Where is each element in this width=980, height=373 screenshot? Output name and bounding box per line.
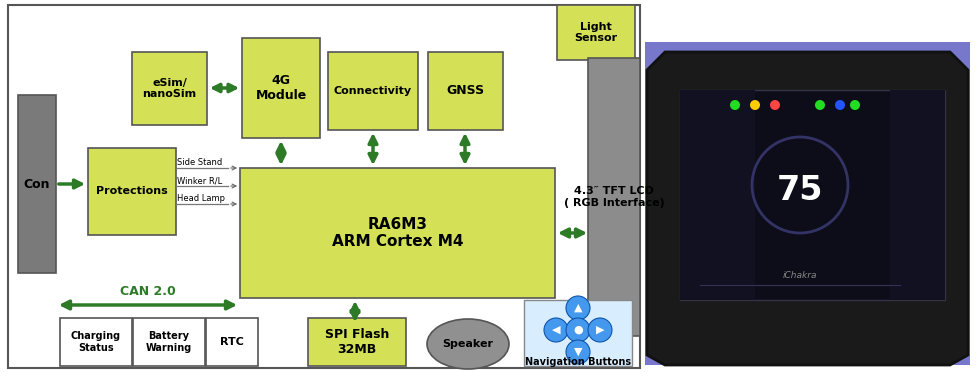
Bar <box>8 5 640 368</box>
Bar <box>428 52 503 130</box>
Bar <box>18 95 56 273</box>
Text: 75: 75 <box>777 173 823 207</box>
Circle shape <box>730 100 740 110</box>
Circle shape <box>815 100 825 110</box>
Circle shape <box>770 100 780 110</box>
Text: RA6M3
ARM Cortex M4: RA6M3 ARM Cortex M4 <box>332 217 464 249</box>
Text: ◀: ◀ <box>552 325 561 335</box>
Circle shape <box>566 318 590 342</box>
Text: ▲: ▲ <box>573 303 582 313</box>
Text: eSim/
nanoSim: eSim/ nanoSim <box>142 78 197 99</box>
Circle shape <box>750 100 760 110</box>
Text: Con: Con <box>24 178 50 191</box>
Text: Head Lamp: Head Lamp <box>177 194 225 203</box>
Bar <box>890 90 945 300</box>
Circle shape <box>850 100 860 110</box>
Circle shape <box>566 296 590 320</box>
Bar <box>132 52 207 125</box>
Text: Navigation Buttons: Navigation Buttons <box>525 357 631 367</box>
Bar <box>60 318 132 366</box>
Ellipse shape <box>427 319 509 369</box>
Bar <box>680 90 755 300</box>
Bar <box>524 300 632 366</box>
Bar <box>88 148 176 235</box>
Bar <box>133 318 205 366</box>
Text: SPI Flash
32MB: SPI Flash 32MB <box>324 328 389 356</box>
Text: ●: ● <box>573 325 583 335</box>
Bar <box>328 52 418 130</box>
Bar <box>645 42 970 365</box>
Circle shape <box>544 318 568 342</box>
Text: Speaker: Speaker <box>443 339 494 349</box>
Circle shape <box>566 340 590 364</box>
Bar <box>242 38 320 138</box>
Text: 4G
Module: 4G Module <box>256 74 307 102</box>
Polygon shape <box>647 52 968 365</box>
Text: Charging
Status: Charging Status <box>71 331 122 353</box>
Text: ▶: ▶ <box>596 325 605 335</box>
Text: CAN 2.0: CAN 2.0 <box>121 285 175 298</box>
Bar <box>308 318 406 366</box>
Bar <box>206 318 258 366</box>
Bar <box>240 168 555 298</box>
Text: 4.3″ TFT LCD
( RGB Interface): 4.3″ TFT LCD ( RGB Interface) <box>564 186 664 208</box>
Text: iChakra: iChakra <box>783 270 817 279</box>
Text: RTC: RTC <box>220 337 244 347</box>
Text: Side Stand: Side Stand <box>177 158 222 167</box>
Text: Protections: Protections <box>96 186 168 197</box>
Bar <box>557 5 635 60</box>
Text: ▼: ▼ <box>573 347 582 357</box>
Bar <box>588 58 640 336</box>
Text: Winker R/L: Winker R/L <box>177 176 222 185</box>
Bar <box>680 90 945 300</box>
Circle shape <box>588 318 612 342</box>
Text: Light
Sensor: Light Sensor <box>574 22 617 43</box>
Text: GNSS: GNSS <box>447 85 484 97</box>
Text: Battery
Warning: Battery Warning <box>146 331 192 353</box>
Text: Connectivity: Connectivity <box>334 86 412 96</box>
Circle shape <box>835 100 845 110</box>
